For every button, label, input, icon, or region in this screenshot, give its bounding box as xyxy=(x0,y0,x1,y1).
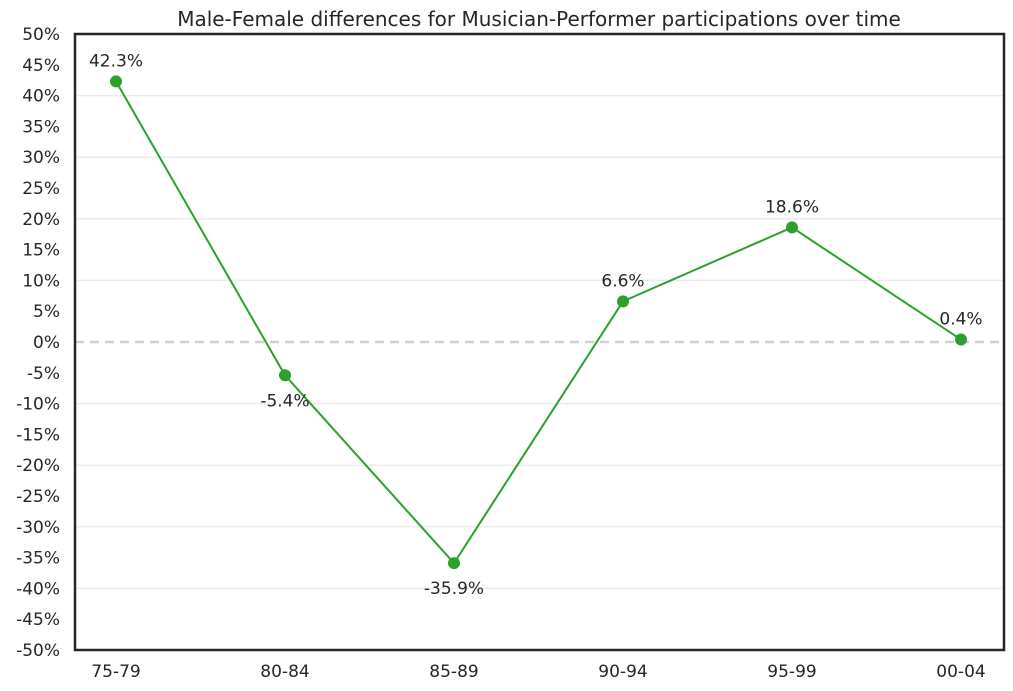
y-tick-label: 15% xyxy=(22,241,60,261)
data-point xyxy=(279,369,291,382)
y-tick-label: -25% xyxy=(16,487,60,507)
x-axis-ticks: 75-79 80-84 85-89 90-94 95-99 00-04 xyxy=(91,662,985,682)
y-tick-label: 40% xyxy=(22,87,60,107)
data-point xyxy=(448,557,460,570)
y-tick-label: -40% xyxy=(16,579,60,599)
data-point xyxy=(617,295,629,308)
data-label: 6.6% xyxy=(601,271,644,291)
x-tick-label: 95-99 xyxy=(767,662,816,682)
data-label: 18.6% xyxy=(765,197,819,217)
series-layer xyxy=(110,75,967,570)
y-tick-label: 0% xyxy=(33,333,60,353)
data-label: 0.4% xyxy=(939,310,982,330)
x-tick-label: 85-89 xyxy=(429,662,478,682)
data-label: -35.9% xyxy=(424,579,484,599)
x-tick-label: 90-94 xyxy=(598,662,647,682)
x-tick-label: 80-84 xyxy=(260,662,309,682)
y-tick-label: 35% xyxy=(22,117,60,137)
y-tick-label: -30% xyxy=(16,518,60,538)
x-tick-label: 75-79 xyxy=(91,662,140,682)
y-tick-label: -20% xyxy=(16,456,60,476)
y-tick-label: 45% xyxy=(22,56,60,76)
chart-title: Male-Female differences for Musician-Per… xyxy=(177,7,901,31)
data-label: -5.4% xyxy=(260,391,309,411)
data-point xyxy=(955,333,967,346)
y-tick-label: 30% xyxy=(22,148,60,168)
y-tick-label: 5% xyxy=(33,302,60,322)
y-tick-label: -35% xyxy=(16,549,60,569)
plot-frame xyxy=(73,32,1006,652)
data-label: 42.3% xyxy=(89,51,143,71)
y-tick-label: 10% xyxy=(22,271,60,291)
y-axis-ticks: 50% 45% 40% 35% 30% 25% 20% 15% 10% 5% 0% -5% -10% -1… xyxy=(16,25,60,661)
y-tick-label: 25% xyxy=(22,179,60,199)
x-tick-label: 00-04 xyxy=(936,662,985,682)
y-tick-label: -15% xyxy=(16,425,60,445)
y-tick-label: -5% xyxy=(27,364,60,384)
data-labels: 42.3% -5.4% -35.9% 6.6% 18.6% 0.4% xyxy=(89,51,983,599)
series-line xyxy=(115,80,962,565)
y-tick-label: -10% xyxy=(16,395,60,415)
data-point xyxy=(786,221,798,234)
data-point xyxy=(110,75,122,88)
y-tick-label: 20% xyxy=(22,210,60,230)
y-tick-label: -50% xyxy=(16,641,60,661)
y-tick-label: -45% xyxy=(16,610,60,630)
y-tick-label: 50% xyxy=(22,25,60,45)
